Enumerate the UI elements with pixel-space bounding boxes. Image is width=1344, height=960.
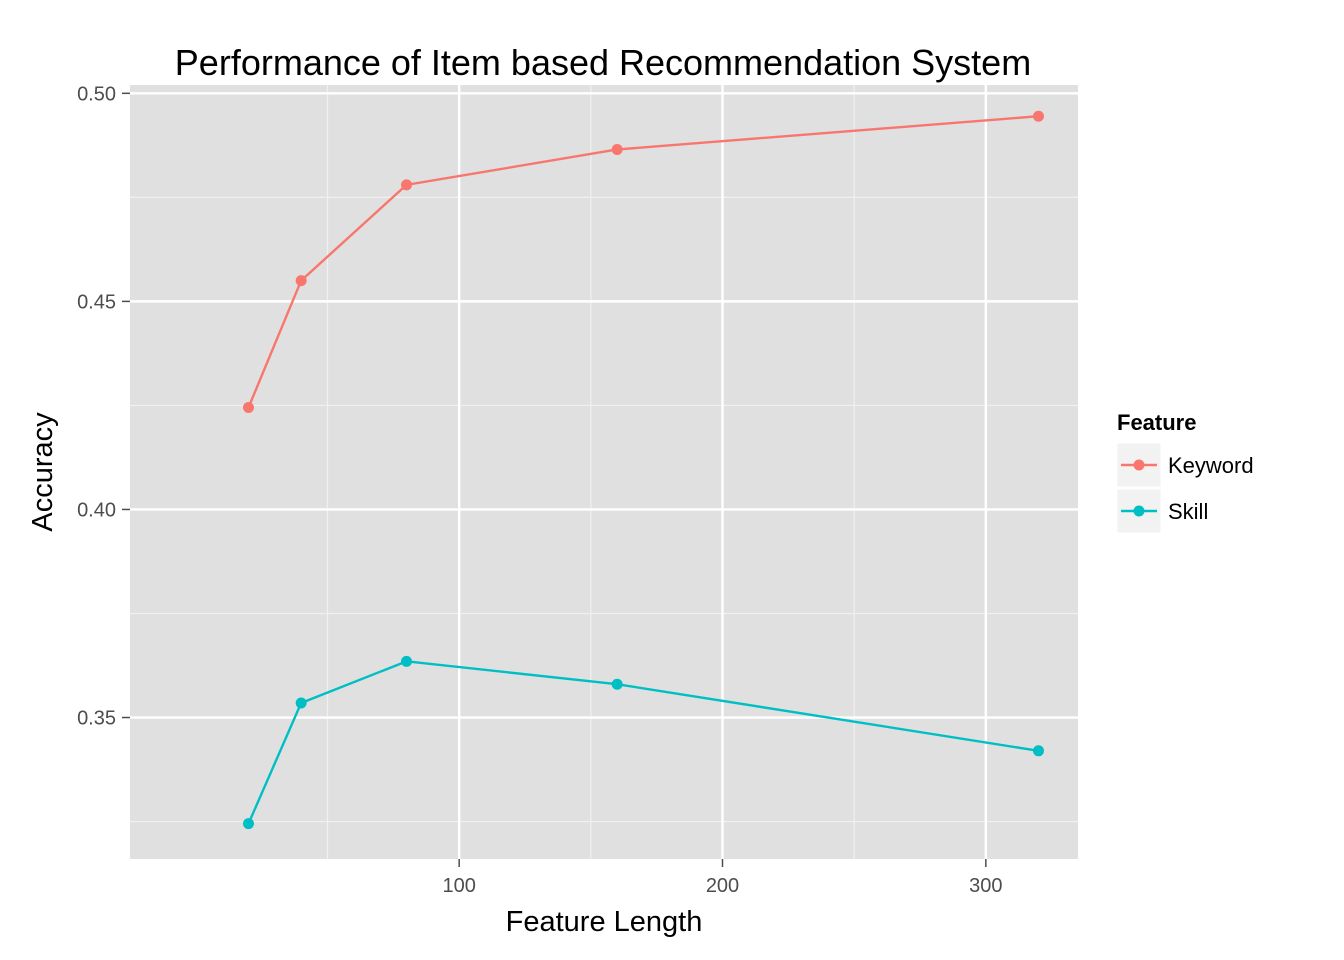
series-layer [243,110,1044,830]
data-point-keyword [1033,110,1044,122]
y-axis-title: Accuracy [27,412,59,532]
y-tick-label: 0.45 [77,291,116,313]
minor-grid [130,85,1078,859]
x-tick-label: 200 [706,875,739,897]
x-tick-label: 100 [442,875,475,897]
data-point-keyword [611,144,623,155]
x-axis-title: Feature Length [506,906,703,938]
legend-key-keyword [1116,442,1162,488]
legend-items: Keyword Skill [1116,442,1254,534]
data-point-skill [295,697,307,709]
data-point-skill [1033,745,1044,757]
legend-key-point [1133,459,1145,471]
legend-label-skill: Skill [1168,499,1208,524]
data-point-keyword [401,179,412,191]
legend-key-point [1133,505,1145,517]
legend: Feature Keyword Skill [1116,410,1254,534]
chart-title: Performance of Item based Recommendation… [175,42,1031,83]
y-tick-label: 0.50 [77,83,116,105]
data-point-keyword [295,275,307,287]
data-point-keyword [243,402,254,413]
legend-title: Feature [1117,410,1196,435]
x-tick-label: 300 [969,875,1002,897]
legend-label-keyword: Keyword [1168,453,1254,478]
data-point-skill [611,678,623,690]
x-axis: 100 200 300 [442,859,1003,897]
y-tick-label: 0.35 [77,708,116,730]
y-tick-label: 0.40 [77,499,116,521]
y-axis: 0.35 0.40 0.45 0.50 [77,83,130,730]
plot-panel [130,85,1078,859]
data-point-skill [243,818,254,830]
data-point-skill [401,655,412,667]
major-grid [130,85,1078,859]
legend-key-skill [1116,488,1162,534]
